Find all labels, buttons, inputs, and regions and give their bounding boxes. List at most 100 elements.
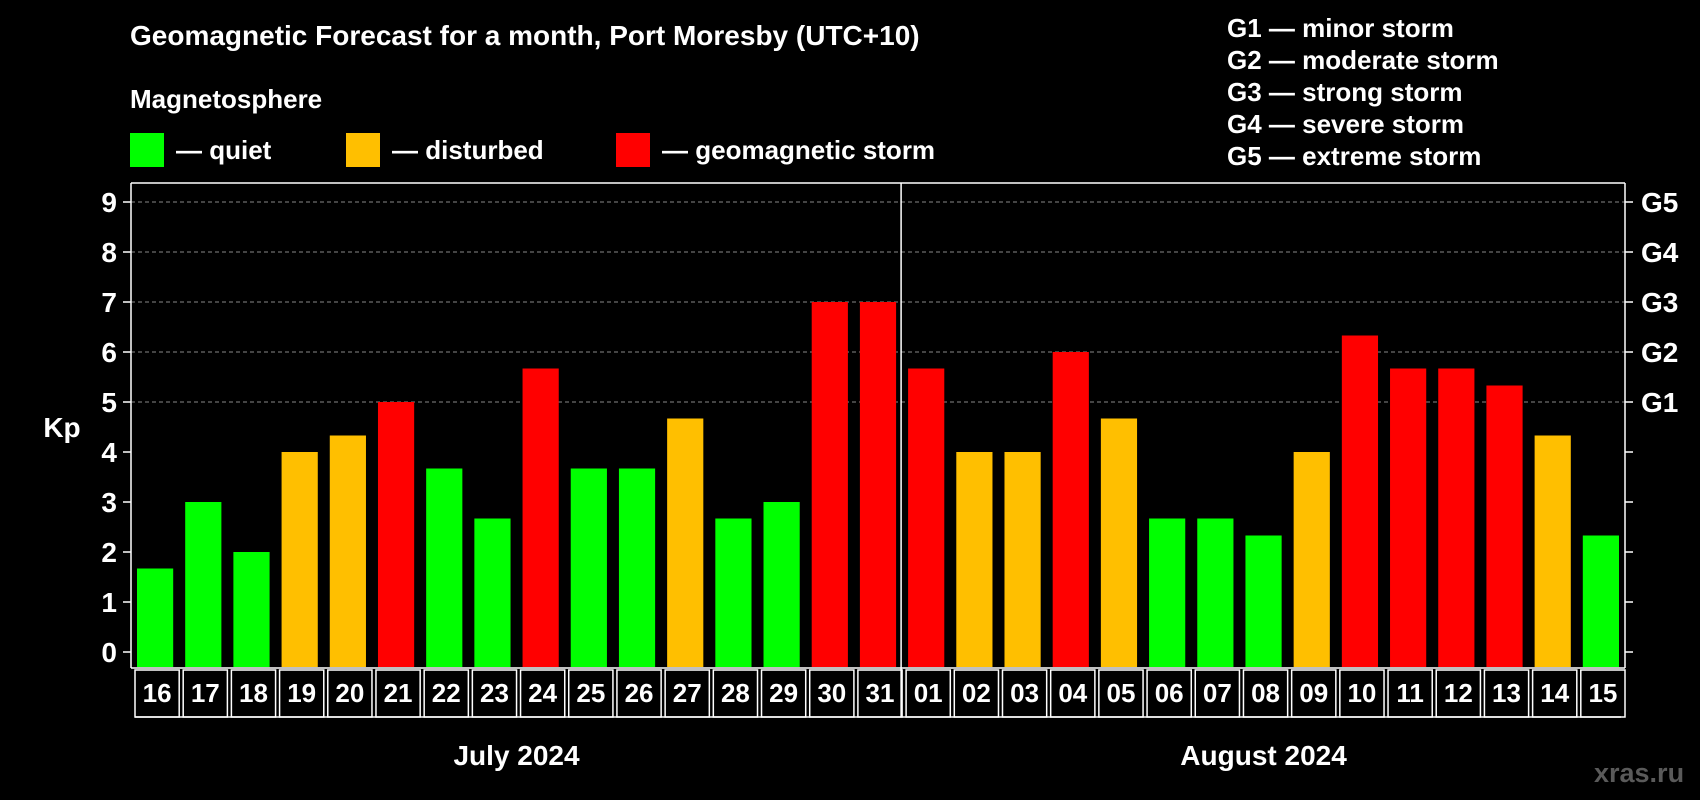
storm-level-label: G1: [1641, 387, 1678, 418]
x-tick-cell: [953, 669, 1000, 718]
x-tick-label: 11: [1396, 678, 1424, 708]
x-tick-cell: [1242, 669, 1289, 718]
bar: [667, 418, 704, 667]
x-tick-cell: [905, 669, 952, 718]
x-tick-label: 25: [576, 678, 605, 708]
x-tick-label: 08: [1251, 678, 1280, 708]
bar: [1486, 385, 1523, 667]
x-tick-label: 04: [1058, 678, 1087, 708]
x-tick-label: 23: [480, 678, 509, 708]
bar: [715, 518, 752, 667]
bar: [281, 452, 318, 667]
x-tick-label: 24: [528, 678, 557, 708]
legend-swatch-quiet: [130, 133, 164, 167]
storm-level-label: G5: [1641, 187, 1678, 218]
storm-level-label: G4: [1641, 237, 1679, 268]
x-axis: 16 17 18 19 20 21 22 23 24 25 26 27 28 29 30 31 01 02 03 04…: [134, 669, 1626, 771]
x-tick-cell: [808, 669, 855, 718]
legend-title: Magnetosphere: [130, 84, 323, 114]
x-tick-label: 14: [1540, 678, 1569, 708]
x-tick-cell: [1146, 669, 1193, 718]
legend-label-quiet: — quiet: [176, 135, 272, 165]
y-tick-label: 7: [101, 287, 117, 318]
bar: [618, 468, 656, 667]
bar: [1100, 418, 1138, 667]
x-tick-label: 28: [721, 678, 750, 708]
y-tick-label: 9: [101, 187, 117, 218]
y-axis: 0 1 2 3 4 5 6 7 8 9: [101, 187, 131, 668]
y-tick-label: 1: [101, 587, 117, 618]
storm-scale-g3: G3 — strong storm: [1227, 77, 1463, 107]
plot-frame: [130, 182, 1626, 717]
x-tick-cell: [1387, 669, 1433, 718]
x-tick-cell: [567, 669, 614, 718]
x-tick-cell: [423, 669, 470, 718]
x-tick-cell: [375, 669, 421, 718]
x-tick-cell: [712, 669, 759, 718]
storm-scale-legend: G1 — minor storm G2 — moderate storm G3 …: [1227, 12, 1499, 172]
y-tick-label: 6: [101, 337, 117, 368]
x-tick-label: 20: [335, 678, 364, 708]
x-tick-cell: [760, 669, 807, 718]
x-tick-cell: [471, 669, 518, 718]
right-axis: G1 G2 G3 G4 G5: [1625, 187, 1679, 653]
bar: [1149, 518, 1186, 667]
bar: [811, 302, 848, 667]
bar: [1004, 452, 1041, 667]
x-tick-label: 12: [1444, 678, 1473, 708]
bar: [329, 435, 366, 667]
bars: [137, 302, 1619, 667]
x-tick-cell: [1483, 669, 1530, 718]
x-tick-label: 01: [914, 678, 943, 708]
x-tick-cell: [1049, 669, 1096, 718]
bar: [1052, 352, 1089, 667]
legend-label-disturbed: — disturbed: [392, 135, 544, 165]
y-tick-label: 0: [101, 637, 117, 668]
x-tick-label: 05: [1107, 678, 1136, 708]
x-tick-label: 17: [191, 678, 220, 708]
legend-swatch-disturbed: [346, 133, 380, 167]
bar: [426, 468, 463, 667]
y-tick-label: 3: [101, 487, 117, 518]
x-tick-label: 09: [1299, 678, 1328, 708]
x-tick-cell: [1290, 669, 1337, 718]
bar: [185, 502, 222, 667]
x-tick-label: 02: [962, 678, 991, 708]
bar: [377, 402, 415, 667]
x-tick-cell: [1194, 669, 1241, 718]
bar: [1341, 335, 1379, 667]
bar: [233, 552, 270, 667]
y-axis-label: Kp: [43, 412, 80, 443]
bar: [908, 368, 945, 667]
storm-scale-g4: G4 — severe storm: [1227, 109, 1465, 139]
bar: [1293, 452, 1330, 667]
month-label: July 2024: [453, 740, 580, 771]
x-tick-label: 21: [384, 678, 413, 708]
storm-scale-g2: G2 — moderate storm: [1227, 45, 1499, 75]
x-tick-label: 29: [769, 678, 798, 708]
x-tick-cell: [182, 669, 229, 718]
legend-label-storm: — geomagnetic storm: [662, 135, 936, 165]
x-tick-label: 15: [1588, 678, 1617, 708]
bar: [1197, 518, 1234, 667]
month-label: August 2024: [1180, 740, 1347, 771]
y-tick-label: 2: [101, 537, 117, 568]
x-tick-label: 19: [287, 678, 316, 708]
x-tick-cell: [664, 669, 711, 718]
x-tick-label: 30: [817, 678, 846, 708]
storm-scale-g5: G5 — extreme storm: [1227, 141, 1482, 171]
bar: [137, 568, 174, 667]
storm-level-label: G2: [1641, 337, 1678, 368]
x-tick-label: 16: [143, 678, 172, 708]
x-tick-cell: [230, 669, 277, 718]
bar: [763, 502, 800, 667]
chart-title: Geomagnetic Forecast for a month, Port M…: [130, 20, 920, 51]
bar: [956, 452, 993, 667]
x-tick-cell: [857, 669, 903, 718]
x-tick-cell: [278, 669, 325, 718]
x-tick-label: 27: [673, 678, 702, 708]
bar: [474, 518, 511, 667]
x-tick-label: 10: [1347, 678, 1376, 708]
legend-swatch-storm: [616, 133, 650, 167]
